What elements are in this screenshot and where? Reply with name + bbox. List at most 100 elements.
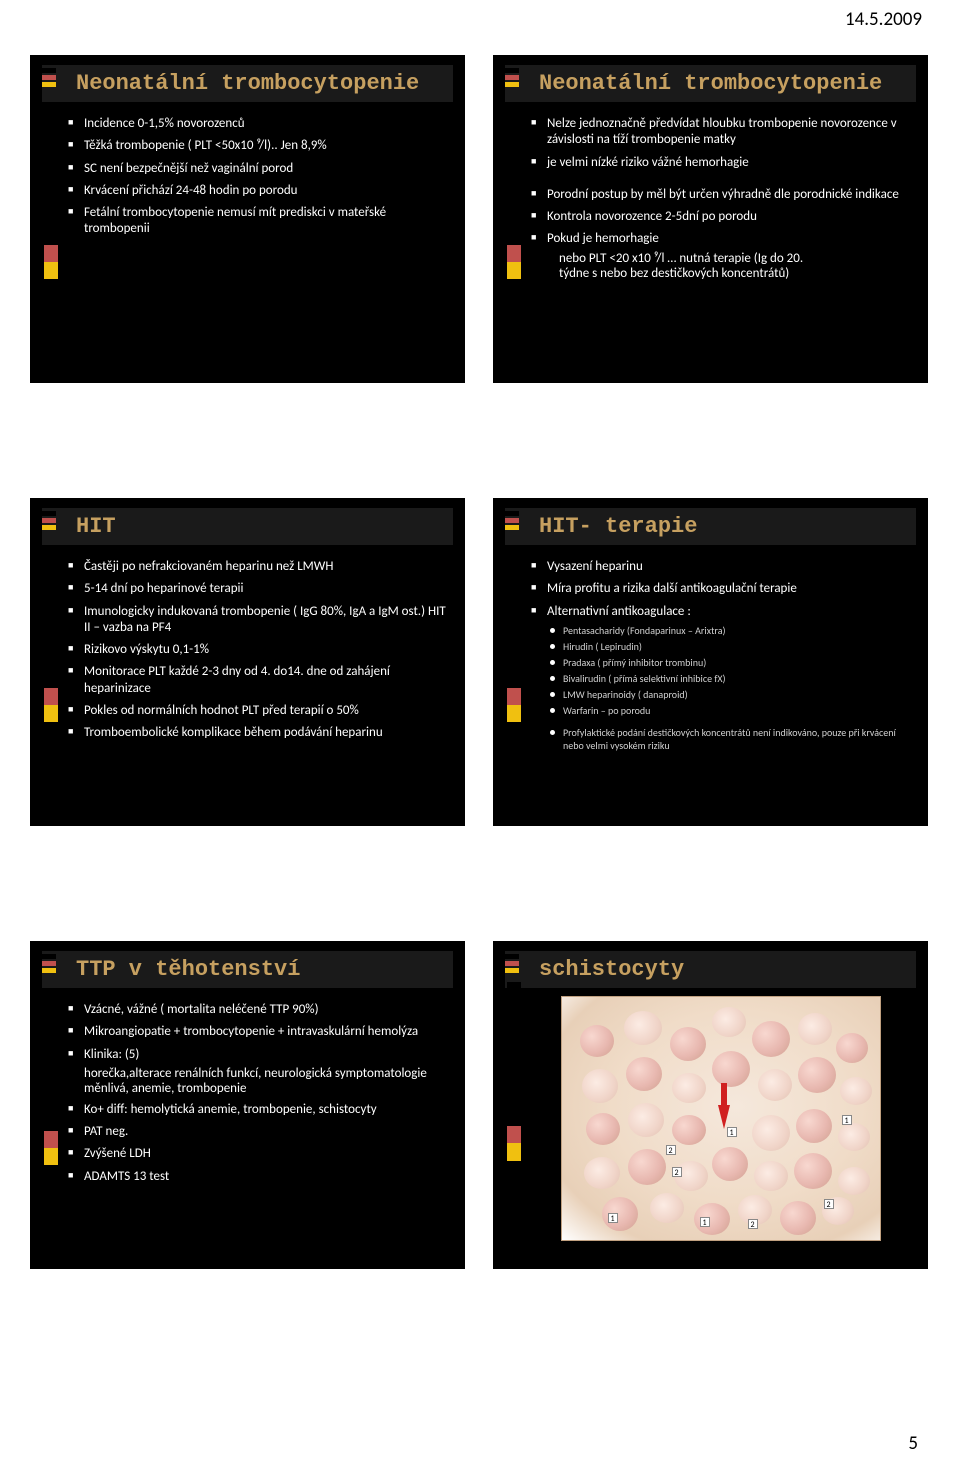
label-marker: 2	[666, 1145, 676, 1155]
list-item: Ko+ diff: hemolytická anemie, trombopeni…	[68, 1102, 447, 1118]
slide-title: TTP v těhotenství	[42, 951, 453, 988]
side-accent-icon	[507, 982, 521, 1269]
list-item: Imunologicky indukovaná trombopenie ( Ig…	[68, 604, 447, 637]
list-item: Pentasacharidy (Fondaparinux – Arixtra)	[547, 624, 910, 637]
title-accent-icon	[42, 511, 56, 530]
label-marker: 2	[824, 1199, 834, 1209]
list-item: je velmi nízké riziko vážné hemorhagie	[531, 155, 910, 171]
page-number: 5	[908, 1432, 918, 1455]
list-item: Incidence 0-1,5% novorozenců	[68, 116, 447, 132]
list-item: Zvýšené LDH	[68, 1146, 447, 1162]
blood-cell-icon	[780, 1201, 816, 1235]
list-item: Kontrola novorozence 2-5dní po porodu	[531, 209, 910, 225]
blood-cell-icon	[584, 1157, 620, 1189]
slide-title: Neonatální trombocytopenie	[42, 65, 453, 102]
sub-list: Pentasacharidy (Fondaparinux – Arixtra) H…	[547, 624, 910, 752]
blood-cell-icon	[672, 1115, 706, 1145]
bullet-list: Porodní postup by měl být určen výhradně…	[531, 187, 910, 248]
list-item: Porodní postup by měl být určen výhradně…	[531, 187, 910, 203]
list-item: Pokles od normálních hodnot PLT před ter…	[68, 703, 447, 719]
bullet-list: Ko+ diff: hemolytická anemie, trombopeni…	[68, 1102, 447, 1185]
side-accent-icon	[507, 106, 521, 383]
slide-hit: HIT Častěji po nefrakciovaném heparinu n…	[30, 498, 465, 826]
blood-cell-icon	[628, 1103, 664, 1137]
list-item: ADAMTS 13 test	[68, 1169, 447, 1185]
sub-text: nebo PLT <20 x10 ⁹/l … nutná terapie (Ig…	[531, 251, 910, 281]
blood-cell-icon	[840, 1077, 872, 1105]
side-accent-icon	[44, 106, 58, 383]
list-item: Monitorace PLT každé 2-3 dny od 4. do14.…	[68, 664, 447, 697]
blood-cell-icon	[712, 1051, 750, 1087]
slide-title: Neonatální trombocytopenie	[505, 65, 916, 102]
label-marker: 1	[727, 1127, 737, 1137]
slide-title: HIT	[42, 508, 453, 545]
blood-cell-icon	[586, 1113, 620, 1145]
blood-cell-icon	[712, 1147, 748, 1181]
list-item: Vysazení heparinu	[531, 559, 910, 575]
list-item: Krvácení přichází 24-48 hodin po porodu	[68, 183, 447, 199]
blood-cell-icon	[752, 1115, 790, 1151]
side-accent-icon	[44, 992, 58, 1269]
label-marker: 2	[748, 1219, 758, 1229]
list-item: Fetální trombocytopenie nemusí mít predi…	[68, 205, 447, 238]
list-item: Bivalirudin ( přímá selektivní inhibice …	[547, 672, 910, 685]
title-accent-icon	[505, 68, 519, 87]
slides-container: Neonatální trombocytopenie Incidence 0-1…	[0, 0, 960, 1324]
microscopy-image: 11221122	[561, 996, 881, 1241]
list-item: Častěji po nefrakciovaném heparinu než L…	[68, 559, 447, 575]
blood-cell-icon	[628, 1149, 666, 1185]
blood-cell-icon	[794, 1153, 832, 1189]
list-item: Klinika: (5)	[68, 1047, 447, 1063]
blood-cell-icon	[838, 1123, 870, 1151]
slide-neonatal-1: Neonatální trombocytopenie Incidence 0-1…	[30, 55, 465, 383]
blood-cell-icon	[580, 1025, 614, 1057]
sub-text: horečka,alterace renálních funkcí, neuro…	[68, 1066, 447, 1096]
title-accent-icon	[42, 954, 56, 973]
blood-cell-icon	[626, 1057, 662, 1091]
list-item: Rizikovo výskytu 0,1-1%	[68, 642, 447, 658]
slide-neonatal-2: Neonatální trombocytopenie Nelze jednozn…	[493, 55, 928, 383]
title-accent-icon	[505, 511, 519, 530]
slide-row-2: HIT Častěji po nefrakciovaném heparinu n…	[30, 498, 930, 826]
label-marker: 1	[842, 1115, 852, 1125]
blood-cell-icon	[798, 1013, 832, 1045]
blood-cell-icon	[798, 1057, 836, 1093]
list-item: Mikroangiopatie + trombocytopenie + intr…	[68, 1024, 447, 1040]
list-item: Profylaktické podání destičkových koncen…	[547, 726, 910, 752]
blood-cell-icon	[754, 1161, 788, 1191]
slide-schistocyty: schistocyty 11221122	[493, 941, 928, 1269]
side-accent-icon	[507, 549, 521, 826]
slide-ttp: TTP v těhotenství Vzácné, vážné ( mortal…	[30, 941, 465, 1269]
blood-cell-icon	[836, 1033, 868, 1063]
label-marker: 1	[700, 1217, 710, 1227]
blood-cell-icon	[758, 1069, 792, 1101]
list-item: Nelze jednoznačně předvídat hloubku trom…	[531, 116, 910, 149]
blood-cell-icon	[624, 1011, 662, 1045]
list-item: Vzácné, vážné ( mortalita neléčené TTP 9…	[68, 1002, 447, 1018]
list-item: Alternativní antikoagulace :Pentasachari…	[531, 604, 910, 752]
list-item: Warfarin – po porodu	[547, 704, 910, 717]
bullet-list: Nelze jednoznačně předvídat hloubku trom…	[531, 116, 910, 171]
blood-cell-icon	[752, 1021, 790, 1057]
slide-row-3: TTP v těhotenství Vzácné, vážné ( mortal…	[30, 941, 930, 1269]
bullet-list: Incidence 0-1,5% novorozenců Těžká trombo…	[68, 116, 447, 238]
slide-title: HIT- terapie	[505, 508, 916, 545]
page-date: 14.5.2009	[845, 8, 922, 31]
list-item: Hirudin ( Lepirudin)	[547, 640, 910, 653]
bullet-list: Vzácné, vážné ( mortalita neléčené TTP 9…	[68, 1002, 447, 1063]
side-accent-icon	[44, 549, 58, 826]
title-accent-icon	[42, 68, 56, 87]
list-item: Těžká trombopenie ( PLT <50x10 ⁹/l).. Je…	[68, 138, 447, 154]
list-item: 5-14 dní po heparinové terapii	[68, 581, 447, 597]
list-item: Pradaxa ( přímý inhibitor trombinu)	[547, 656, 910, 669]
bullet-list: Častěji po nefrakciovaném heparinu než L…	[68, 559, 447, 741]
bullet-list: Vysazení heparinuMíra profitu a rizika d…	[531, 559, 910, 752]
slide-row-1: Neonatální trombocytopenie Incidence 0-1…	[30, 55, 930, 383]
slide-hit-terapie: HIT- terapie Vysazení heparinuMíra profi…	[493, 498, 928, 826]
list-item: LMW heparinoidy ( danaproid)	[547, 688, 910, 701]
blood-cell-icon	[838, 1167, 870, 1195]
blood-cell-icon	[796, 1109, 832, 1143]
title-accent-icon	[505, 954, 519, 973]
slide-title: schistocyty	[505, 951, 916, 988]
label-marker: 2	[672, 1167, 682, 1177]
